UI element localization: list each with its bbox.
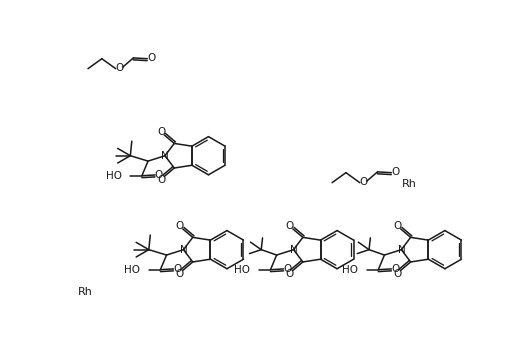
Text: Rh: Rh xyxy=(401,179,416,189)
Text: HO: HO xyxy=(234,265,251,275)
Text: HO: HO xyxy=(342,265,358,275)
Text: O: O xyxy=(176,269,184,278)
Text: O: O xyxy=(176,221,184,231)
Text: N: N xyxy=(180,245,188,255)
Text: O: O xyxy=(157,127,165,137)
Text: O: O xyxy=(157,175,165,184)
Text: N: N xyxy=(290,245,297,255)
Text: O: O xyxy=(286,269,294,278)
Text: O: O xyxy=(391,167,399,177)
Text: O: O xyxy=(391,264,399,274)
Text: HO: HO xyxy=(125,265,140,275)
Text: O: O xyxy=(147,53,155,63)
Text: N: N xyxy=(161,151,169,161)
Text: N: N xyxy=(398,245,405,255)
Text: Rh: Rh xyxy=(78,287,93,297)
Text: HO: HO xyxy=(106,171,122,181)
Text: O: O xyxy=(393,269,402,278)
Text: O: O xyxy=(359,177,368,187)
Text: O: O xyxy=(393,221,402,231)
Text: O: O xyxy=(286,221,294,231)
Text: O: O xyxy=(173,264,181,274)
Text: O: O xyxy=(155,170,163,180)
Text: O: O xyxy=(283,264,292,274)
Text: O: O xyxy=(116,63,123,73)
